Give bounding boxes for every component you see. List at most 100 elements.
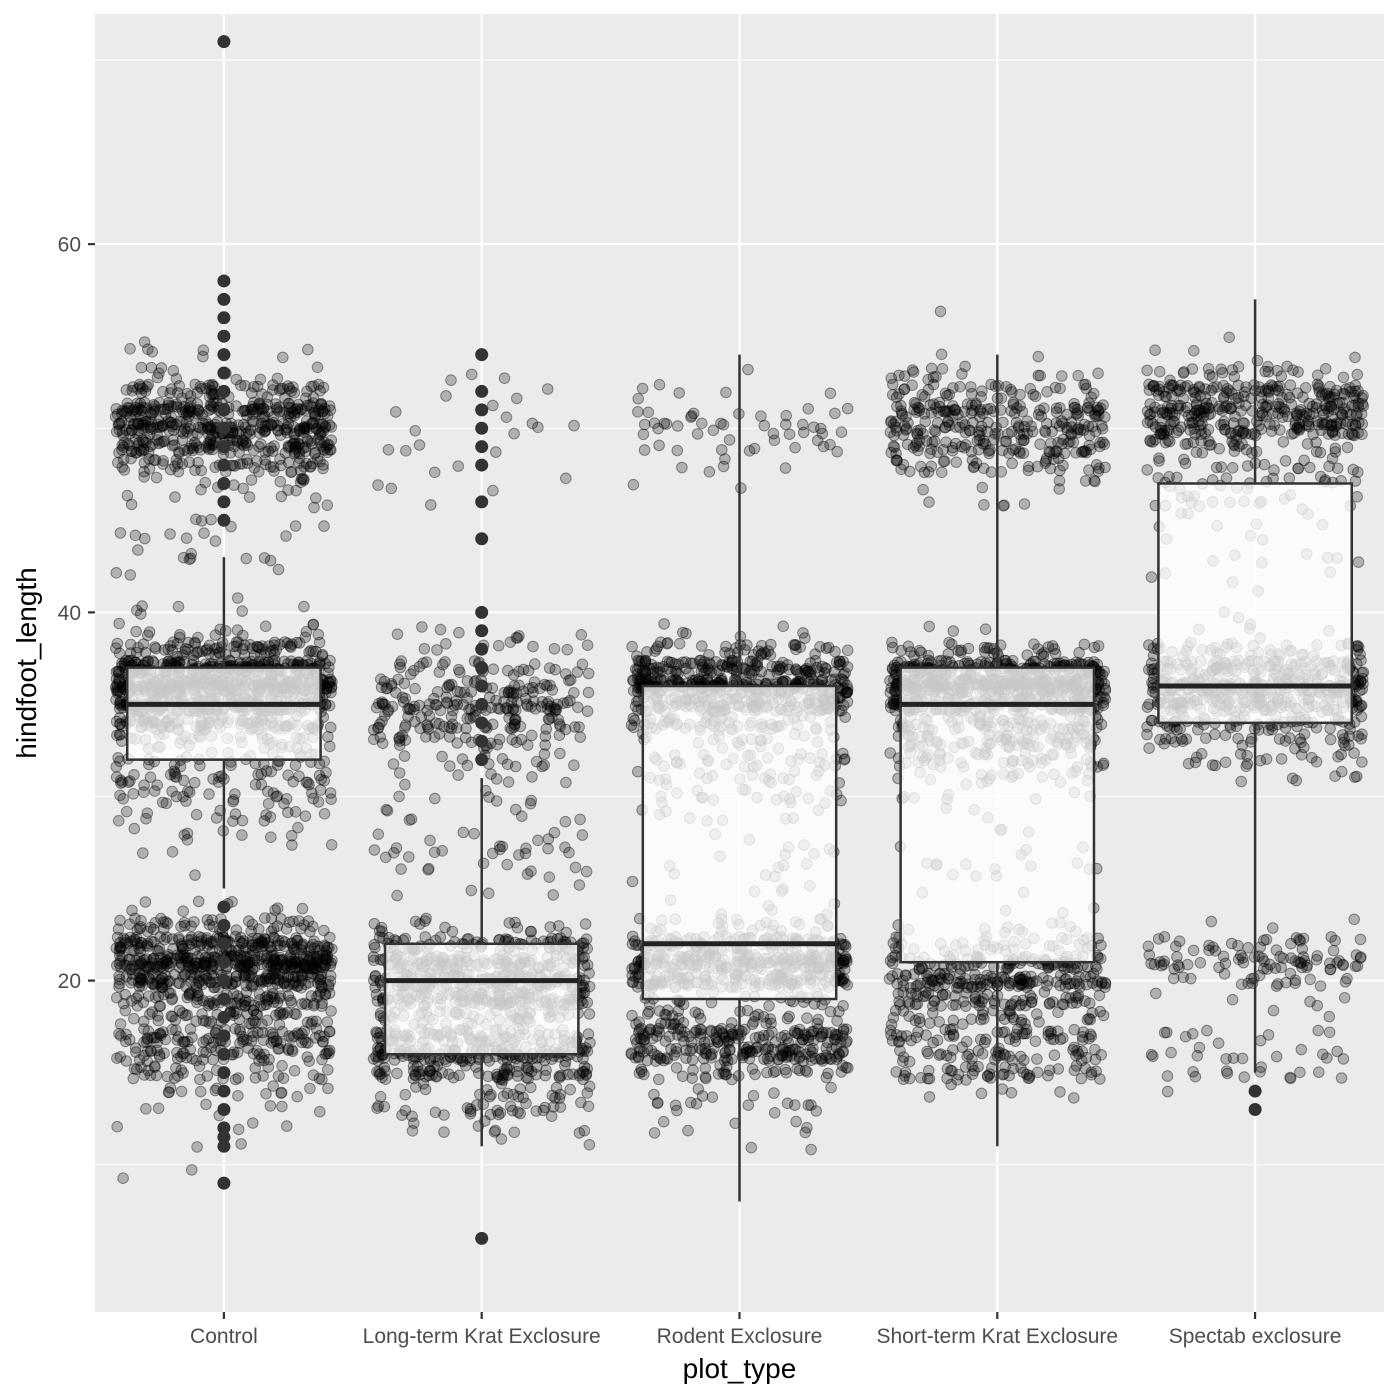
data-point (173, 631, 186, 644)
data-point (560, 472, 572, 485)
data-point (550, 1081, 563, 1094)
data-point (268, 636, 281, 649)
data-point (142, 343, 154, 356)
data-point (809, 648, 821, 661)
data-point (303, 646, 315, 659)
data-point (247, 1117, 259, 1129)
data-point (487, 399, 499, 412)
data-point (133, 952, 146, 964)
data-point (413, 439, 426, 451)
data-point (287, 915, 299, 928)
data-point (155, 1029, 167, 1042)
data-point (179, 645, 191, 658)
data-point (268, 648, 281, 660)
data-point (391, 889, 403, 902)
data-point (320, 682, 333, 695)
data-point (235, 1138, 247, 1150)
data-point (185, 931, 198, 944)
data-point (299, 810, 312, 823)
data-point (142, 629, 154, 642)
data-point (797, 627, 809, 639)
data-point (313, 636, 326, 649)
data-point (409, 1069, 421, 1081)
data-point (140, 812, 152, 825)
data-point (169, 491, 181, 503)
data-point (111, 1120, 123, 1133)
data-point (583, 1008, 596, 1020)
data-point (189, 378, 201, 391)
data-point (150, 1069, 163, 1082)
data-point (322, 667, 334, 679)
data-point (696, 640, 708, 652)
data-point (434, 623, 447, 636)
data-point (743, 667, 756, 679)
data-point (162, 397, 175, 409)
data-point (234, 935, 246, 948)
data-point (542, 833, 555, 845)
data-point (247, 1004, 260, 1017)
data-point (116, 660, 128, 672)
data-point (269, 654, 281, 667)
data-point (263, 640, 275, 652)
data-point (167, 636, 180, 649)
data-point (111, 637, 124, 650)
data-point (512, 1090, 525, 1103)
data-point (393, 767, 406, 779)
data-point (119, 988, 131, 1001)
data-point (498, 372, 511, 385)
data-point (265, 831, 277, 844)
data-point (392, 673, 405, 686)
data-point (500, 411, 513, 424)
data-point (248, 381, 260, 393)
data-point (180, 532, 193, 545)
data-point (324, 975, 337, 988)
data-point (130, 1063, 143, 1076)
data-point (376, 925, 388, 938)
data-point (231, 624, 244, 636)
data-point (111, 729, 123, 742)
data-point (312, 628, 325, 641)
data-point (133, 967, 146, 980)
data-point (176, 940, 188, 952)
data-point (137, 786, 150, 799)
data-point (284, 640, 296, 652)
data-point (421, 719, 433, 731)
data-point (229, 1023, 242, 1035)
data-point (583, 1139, 596, 1151)
data-point (428, 466, 441, 479)
data-point (166, 846, 179, 858)
data-point (172, 600, 185, 613)
data-point (196, 645, 209, 658)
data-point (228, 640, 240, 653)
data-point (110, 666, 123, 678)
data-point (113, 673, 125, 686)
data-point (258, 815, 271, 827)
data-point (390, 406, 402, 418)
data-point (559, 815, 572, 828)
data-point (113, 667, 126, 679)
data-point (626, 640, 638, 653)
data-point (393, 658, 406, 671)
data-point (833, 655, 846, 668)
data-point (390, 686, 402, 699)
data-point (323, 661, 335, 674)
data-point (719, 646, 731, 659)
data-point (131, 604, 143, 617)
data-point (298, 600, 310, 613)
data-point (483, 791, 495, 803)
data-point (368, 733, 380, 746)
data-point (563, 674, 575, 687)
data-point (110, 684, 123, 697)
data-point (548, 643, 561, 655)
data-point (541, 383, 554, 395)
data-point (178, 829, 191, 841)
data-point (393, 790, 405, 803)
data-point (166, 644, 179, 657)
data-point (236, 605, 248, 617)
data-point (260, 998, 273, 1011)
data-point (113, 945, 126, 957)
data-point (192, 895, 205, 908)
data-point (230, 636, 243, 648)
data-point (568, 419, 580, 432)
data-point (124, 647, 137, 659)
